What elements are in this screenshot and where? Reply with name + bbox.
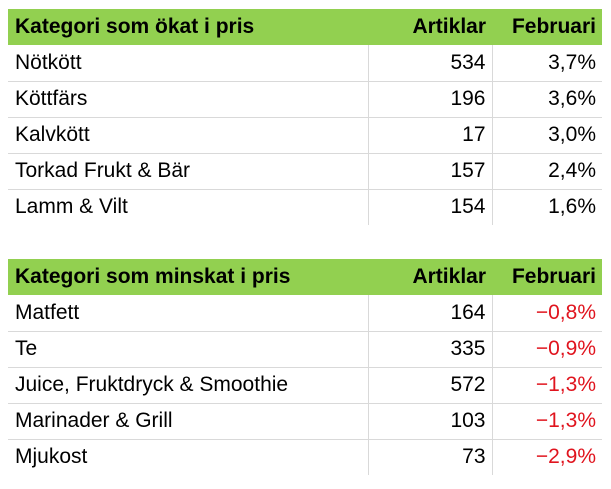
february-cell: −1,3%	[492, 403, 602, 440]
category-cell: Te	[8, 331, 369, 368]
articles-cell: 572	[368, 367, 493, 404]
increased-price-table: Kategori som ökat i pris Artiklar Februa…	[8, 9, 602, 225]
table-row: Köttfärs 196 3,6%	[8, 81, 602, 118]
february-cell: 3,7%	[492, 45, 602, 82]
category-cell: Marinader & Grill	[8, 403, 369, 440]
articles-cell: 17	[368, 117, 493, 154]
table-header-row: Kategori som minskat i pris Artiklar Feb…	[8, 259, 602, 295]
articles-cell: 164	[368, 295, 493, 332]
articles-cell: 157	[368, 153, 493, 190]
articles-header: Artiklar	[368, 9, 492, 45]
table-row: Te 335 −0,9%	[8, 331, 602, 368]
february-cell: 1,6%	[548, 195, 596, 219]
table-header-row: Kategori som ökat i pris Artiklar Februa…	[8, 9, 602, 45]
table-row: Marinader & Grill 103 −1,3%	[8, 403, 602, 440]
category-cell: Mjukost	[8, 439, 369, 475]
articles-cell: 196	[368, 81, 493, 118]
february-cell: −0,8%	[492, 295, 602, 332]
table-row: Mjukost 73 −2,9%	[8, 439, 602, 475]
february-cell: 2,4%	[492, 153, 602, 190]
february-cell: −1,3%	[492, 367, 602, 404]
articles-cell: 73	[368, 439, 493, 475]
articles-cell: 103	[368, 403, 493, 440]
february-cell: −0,9%	[492, 331, 602, 368]
articles-cell: 154	[368, 189, 493, 225]
category-cell: Matfett	[8, 295, 369, 332]
february-cell: −2,9%	[535, 445, 596, 469]
category-cell: Nötkött	[8, 45, 369, 82]
category-cell: Kalvkött	[8, 117, 369, 154]
articles-cell: 534	[368, 45, 493, 82]
category-cell: Juice, Fruktdryck & Smoothie	[8, 367, 369, 404]
table-row: Lamm & Vilt 154 1,6%	[8, 189, 602, 225]
category-header: Kategori som ökat i pris	[8, 9, 368, 45]
table-row: Matfett 164 −0,8%	[8, 295, 602, 332]
articles-header: Artiklar	[368, 259, 492, 295]
articles-cell: 335	[368, 331, 493, 368]
category-cell: Torkad Frukt & Bär	[8, 153, 369, 190]
february-header: Februari	[492, 259, 602, 295]
february-header: Februari	[492, 9, 602, 45]
table-row: Juice, Fruktdryck & Smoothie 572 −1,3%	[8, 367, 602, 404]
category-header: Kategori som minskat i pris	[8, 259, 368, 295]
table-row: Kalvkött 17 3,0%	[8, 117, 602, 154]
category-cell: Lamm & Vilt	[8, 189, 369, 225]
february-cell: 3,6%	[492, 81, 602, 118]
february-cell: 3,0%	[492, 117, 602, 154]
category-cell: Köttfärs	[8, 81, 369, 118]
decreased-price-table: Kategori som minskat i pris Artiklar Feb…	[8, 259, 602, 475]
table-row: Nötkött 534 3,7%	[8, 45, 602, 82]
table-row: Torkad Frukt & Bär 157 2,4%	[8, 153, 602, 190]
